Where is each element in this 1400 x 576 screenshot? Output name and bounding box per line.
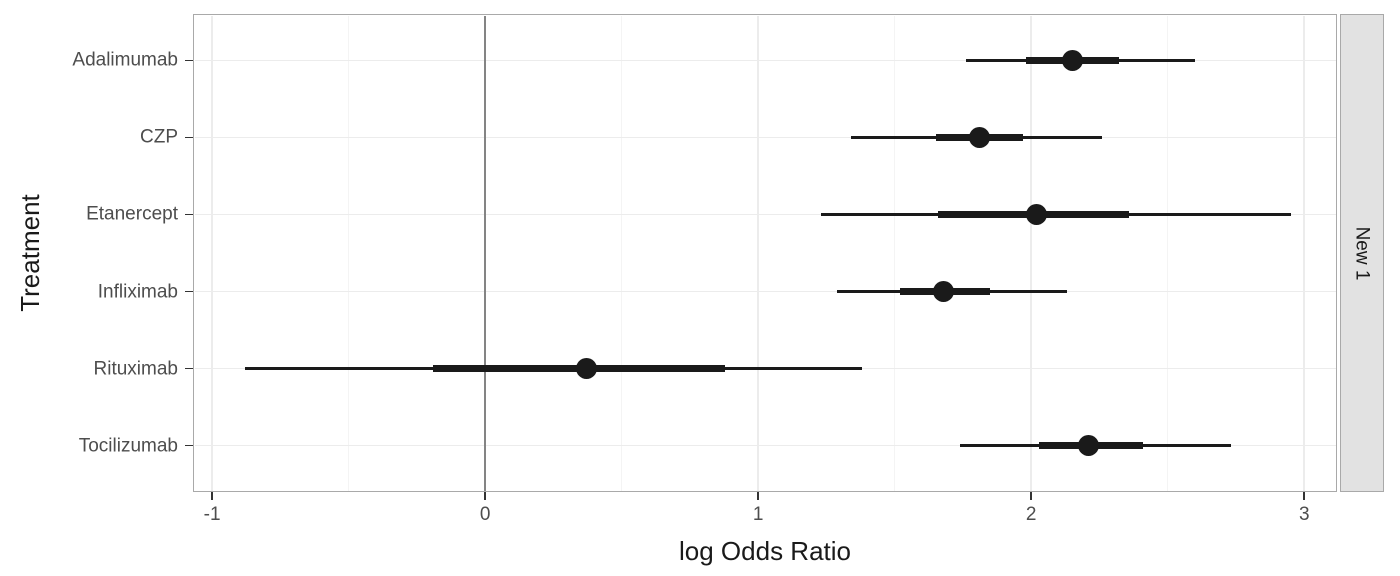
x-tick-mark [484, 492, 486, 500]
gridline-major-vertical [211, 15, 213, 491]
y-tick-mark [185, 367, 193, 370]
x-tick-label: -1 [203, 504, 221, 525]
gridline-major-horizontal [194, 444, 1336, 447]
gridline-major-vertical [1303, 15, 1305, 491]
x-tick-mark [211, 492, 213, 500]
facet-strip-label: New 1 [1351, 226, 1373, 280]
gridline-major-horizontal [194, 213, 1336, 216]
y-tick-label: Infliximab [97, 281, 178, 303]
zero-reference-line [483, 15, 487, 491]
point-estimate [1026, 203, 1048, 225]
x-tick-label: 2 [1025, 504, 1037, 525]
gridline-major-vertical [757, 15, 759, 491]
y-tick-label: Tocilizumab [78, 435, 178, 457]
point-estimate [933, 281, 955, 303]
gridline-major-horizontal [194, 136, 1336, 139]
point-estimate [1078, 435, 1100, 457]
gridline-minor-vertical [894, 15, 896, 491]
gridline-major-vertical [1030, 15, 1032, 491]
x-tick-label: 3 [1298, 504, 1310, 525]
y-tick-mark [185, 290, 193, 293]
gridline-minor-vertical [348, 15, 350, 491]
x-tick-mark [1303, 492, 1305, 500]
facet-strip: New 1 [1340, 14, 1384, 492]
point-estimate [1061, 49, 1083, 71]
y-tick-label: Adalimumab [72, 49, 178, 71]
x-axis-title: log Odds Ratio [679, 536, 851, 566]
point-estimate [968, 126, 990, 148]
gridline-major-horizontal [194, 59, 1336, 61]
gridline-major-horizontal [194, 290, 1336, 293]
x-tick-mark [757, 492, 759, 500]
x-tick-mark [1030, 492, 1032, 500]
y-axis-title: Treatment [15, 194, 45, 312]
y-tick-label: Rituximab [93, 358, 178, 380]
gridline-minor-vertical [621, 15, 623, 491]
y-tick-mark [185, 136, 193, 139]
y-tick-label: Etanercept [86, 203, 178, 225]
y-tick-mark [185, 59, 193, 61]
y-tick-mark [185, 444, 193, 447]
x-tick-label: 0 [479, 504, 491, 525]
gridline-minor-vertical [1167, 15, 1169, 491]
plot-panel [193, 14, 1337, 492]
point-estimate [575, 358, 597, 380]
y-tick-label: CZP [140, 126, 178, 148]
x-tick-label: 1 [752, 504, 764, 525]
y-tick-mark [185, 213, 193, 216]
